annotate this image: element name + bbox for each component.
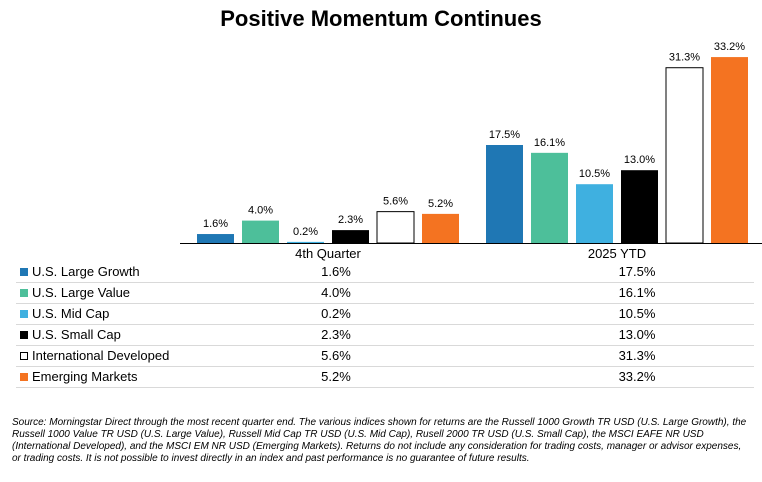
data-label: 5.2%	[428, 198, 453, 210]
table-row: U.S. Large Value 4.0% 16.1%	[16, 283, 754, 304]
source-footnote: Source: Morningstar Direct through the m…	[12, 417, 747, 464]
bar-5-0	[422, 213, 459, 243]
bar-3-1	[621, 170, 658, 243]
bar-0-1	[486, 145, 523, 243]
bar-0-0	[197, 234, 234, 243]
data-label: 5.6%	[383, 196, 408, 208]
bar-1-1	[531, 152, 568, 243]
row-name: U.S. Mid Cap	[32, 306, 110, 321]
bar-4-1	[665, 67, 704, 244]
data-label: 2.3%	[338, 214, 363, 226]
row-ytd-value: 13.0%	[618, 327, 656, 342]
data-label: 13.0%	[624, 154, 655, 166]
row-ytd-value: 17.5%	[618, 264, 656, 279]
row-name: U.S. Large Growth	[32, 264, 140, 279]
bar-2-0	[287, 241, 324, 243]
row-ytd-value: 31.3%	[618, 348, 656, 363]
row-ytd-value: 33.2%	[618, 369, 656, 384]
data-label: 31.3%	[669, 52, 700, 64]
data-label: 4.0%	[248, 205, 273, 217]
legend-swatch-large-value	[20, 289, 28, 297]
row-q4-value: 4.0%	[321, 285, 351, 300]
bar-4-0	[376, 211, 415, 244]
row-name: U.S. Small Cap	[32, 327, 121, 342]
bar-2-1	[576, 184, 613, 243]
data-label: 0.2%	[293, 226, 318, 238]
data-table: U.S. Large Growth 1.6% 17.5% U.S. Large …	[16, 262, 754, 388]
row-q4-value: 5.6%	[321, 348, 351, 363]
row-ytd-value: 16.1%	[618, 285, 656, 300]
legend-swatch-mid-cap	[20, 310, 28, 318]
legend-swatch-small-cap	[20, 331, 28, 339]
bar-5-1	[711, 57, 748, 243]
legend-swatch-emerging-markets	[20, 373, 28, 381]
table-row: U.S. Large Growth 1.6% 17.5%	[16, 262, 754, 283]
row-q4-value: 2.3%	[321, 327, 351, 342]
row-q4-value: 5.2%	[321, 369, 351, 384]
legend-swatch-large-growth	[20, 268, 28, 276]
row-name: U.S. Large Value	[32, 285, 131, 300]
bar-3-0	[332, 230, 369, 243]
table-row: Emerging Markets 5.2% 33.2%	[16, 367, 754, 388]
row-name: International Developed	[32, 348, 170, 363]
category-label: 4th Quarter	[295, 246, 361, 261]
table-row: U.S. Small Cap 2.3% 13.0%	[16, 325, 754, 346]
table-row: U.S. Mid Cap 0.2% 10.5%	[16, 304, 754, 325]
category-label: 2025 YTD	[588, 246, 646, 261]
data-label: 1.6%	[203, 218, 228, 230]
data-label: 10.5%	[579, 168, 610, 180]
row-q4-value: 0.2%	[321, 306, 351, 321]
bar-chart: 1.6% 17.5% 4.0% 16.1% 0.2% 10.5% 2.3% 13.0% 5.6%…	[180, 41, 762, 261]
table-row: International Developed 5.6% 31.3%	[16, 346, 754, 367]
row-q4-value: 1.6%	[321, 264, 351, 279]
chart-title: Positive Momentum Continues	[220, 6, 542, 31]
data-label: 33.2%	[714, 41, 745, 53]
data-label: 16.1%	[534, 137, 565, 149]
legend-swatch-intl-developed	[20, 352, 28, 360]
bar-1-0	[242, 220, 279, 243]
row-name: Emerging Markets	[32, 369, 138, 384]
row-ytd-value: 10.5%	[618, 306, 656, 321]
data-label: 17.5%	[489, 129, 520, 141]
